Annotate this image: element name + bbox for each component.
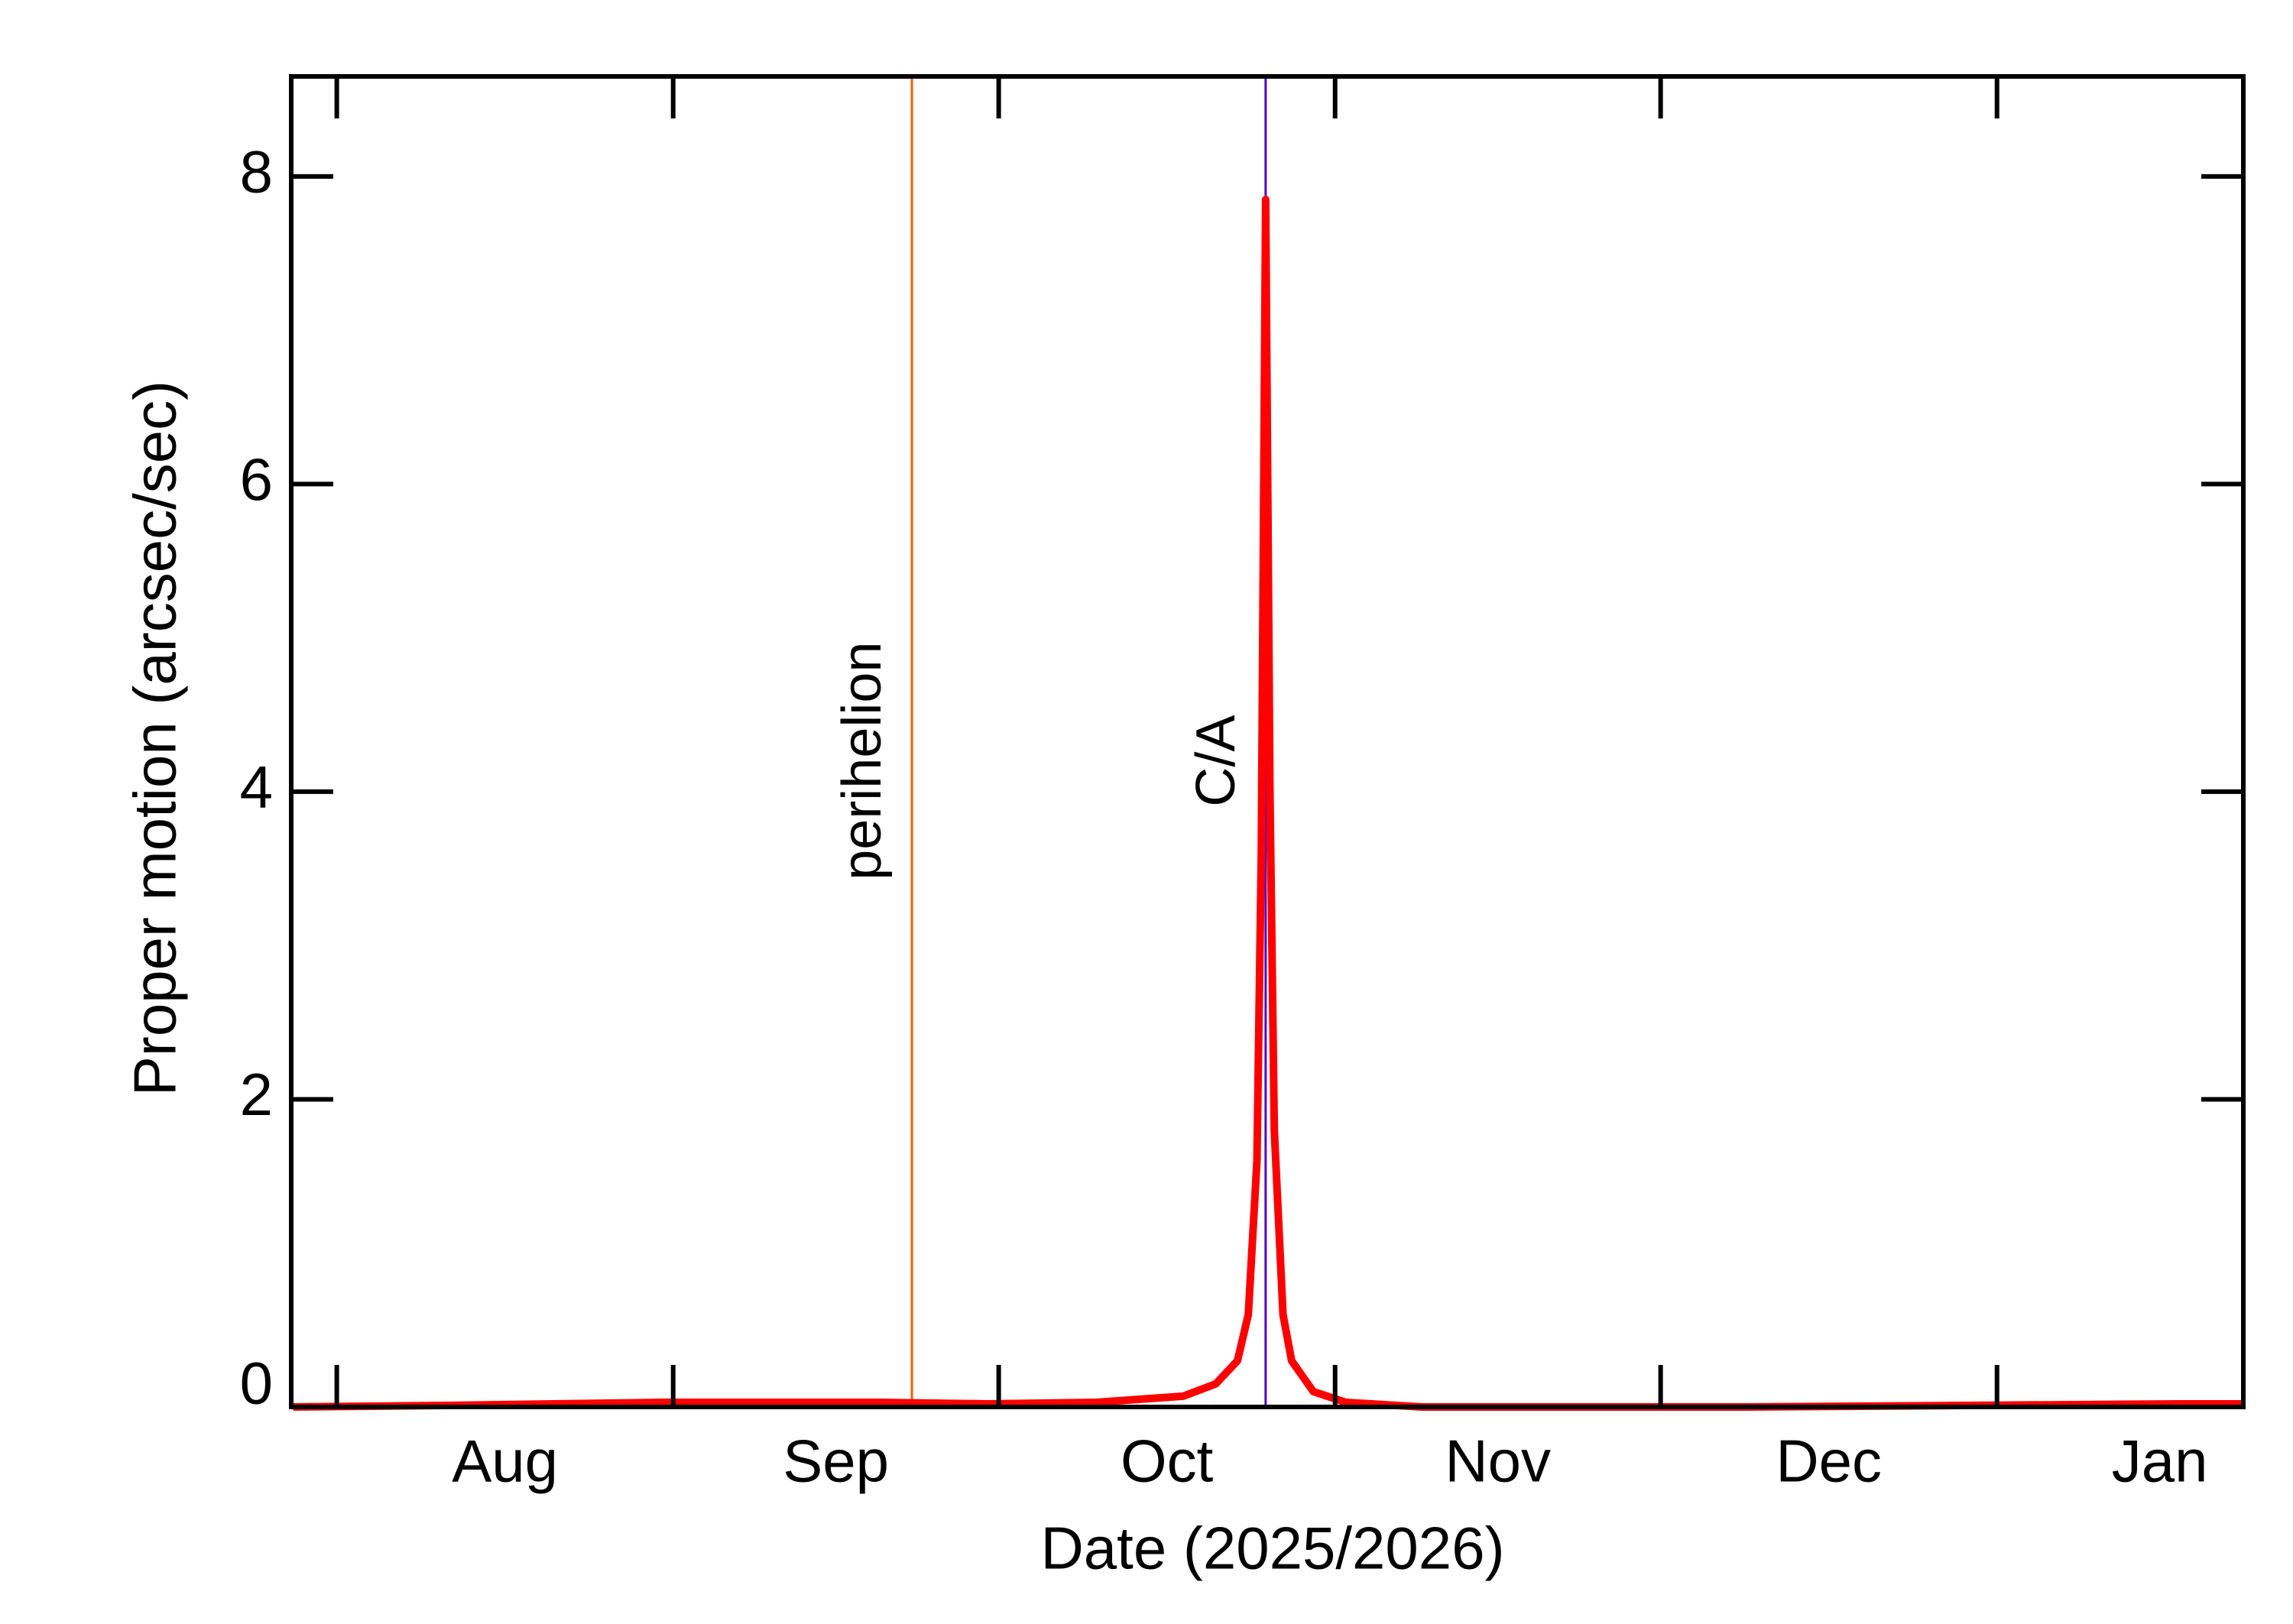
data-line xyxy=(293,196,2243,1411)
x-axis-title: Date (2025/2026) xyxy=(1040,1515,1504,1582)
y-axis-title: Proper motion (arcsec/sec) xyxy=(122,381,189,1096)
y-tick-label: 4 xyxy=(240,754,273,821)
y-tick-label: 0 xyxy=(240,1350,273,1417)
x-tick-label: Sep xyxy=(783,1428,889,1495)
y-tick-label: 8 xyxy=(240,138,273,205)
x-tick-label: Oct xyxy=(1121,1428,1214,1495)
x-tick-label: Dec xyxy=(1776,1428,1882,1495)
x-tick-label: Jan xyxy=(2112,1428,2208,1495)
y-tick-label: 6 xyxy=(240,446,273,513)
plot-frame xyxy=(289,74,2246,1409)
annotation-label: C/A xyxy=(1185,715,1247,807)
x-tick-label: Nov xyxy=(1445,1428,1551,1495)
y-tick-label: 2 xyxy=(240,1061,273,1128)
x-tick-label: Aug xyxy=(452,1428,558,1495)
annotation-label: perihelion xyxy=(832,642,893,880)
